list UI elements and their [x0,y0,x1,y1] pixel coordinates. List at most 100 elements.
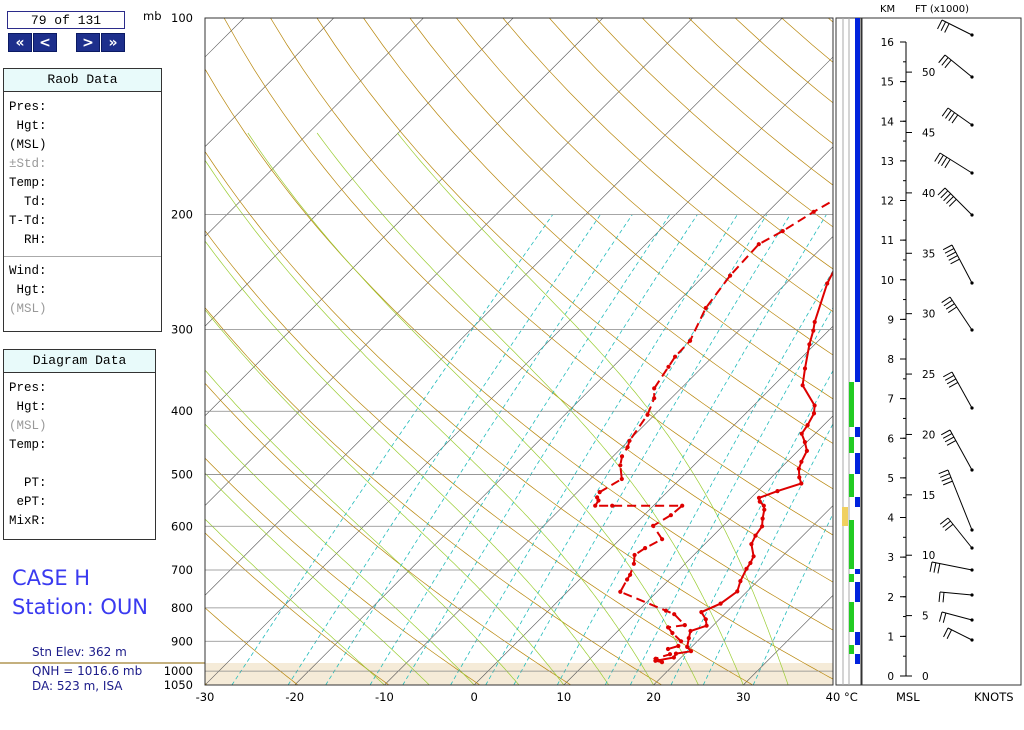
wind-barb-flag [941,107,949,117]
km-tick-label: 3 [887,552,894,564]
panel-field-label: MixR: [9,514,47,528]
raob-data-title: Raob Data [4,69,161,92]
first-sounding-button[interactable]: « [8,33,32,52]
cloud-layer-segment [849,437,854,453]
temperature-profile-line[interactable] [655,18,1024,664]
wind-barb [943,371,974,410]
mixing-ratio-line [485,214,768,685]
cloud-layer-segment [855,18,860,382]
moist-adiabat-line [397,132,789,685]
temperature-data-point [775,489,780,494]
wind-barb-flag [944,436,955,443]
wind-barb-flag [938,591,941,603]
dewpoint-data-point [619,476,624,482]
wind-barb-flag [948,198,957,207]
last-sounding-button[interactable]: » [101,33,125,52]
dewpoint-data-point [625,577,630,582]
km-tick-label: 4 [887,513,894,525]
wind-barb-base [970,546,974,550]
dry-adiabat-line [205,382,572,685]
dry-adiabat-line [502,18,833,313]
cloud-layer-segment [849,574,854,582]
dewpoint-data-point [780,229,785,234]
wind-barb-staff [931,561,973,571]
temperature-data-point [756,495,762,500]
isotherm-line [923,18,1024,685]
wind-barb-staff [951,244,973,284]
mixing-ratio-line [670,369,833,685]
wind-barb-flag [941,476,952,482]
wind-barb-flag [951,114,959,124]
previous-sounding-button[interactable]: < [33,33,57,52]
wind-barb-staff [944,187,973,216]
cloud-layer-segment [855,427,860,437]
panel-field-label: Pres: [9,381,47,395]
dewpoint-data-point [610,503,615,508]
pressure-tick-label: 500 [171,468,193,482]
ft-tick-label: 10 [922,550,935,562]
temperature-tick-label: -10 [375,690,394,704]
dry-adiabat-line [205,307,662,685]
wind-barb [934,152,974,175]
plot-frame [204,17,834,686]
dewpoint-profile-line[interactable] [593,18,1024,663]
km-tick-label: 9 [887,314,894,326]
wind-barb-flag [948,255,958,261]
wind-barb-base [970,75,974,79]
wind-barb-flag [946,629,953,639]
altitude-panel-frame [861,17,1022,686]
wind-barb-flag [940,21,947,31]
km-tick-label: 5 [887,473,894,485]
temperature-tick-label: 20 [646,690,661,704]
cloud-layer-segment [849,602,854,632]
temperature-data-point [744,566,749,571]
wind-barb-flag [933,562,937,573]
dry-adiabat-line [734,18,833,104]
km-tick-label: 12 [881,196,894,208]
cloud-layer-segment [855,497,860,507]
isotherm-line [205,18,424,237]
cloud-layer-segment [849,474,854,497]
dewpoint-data-point [663,608,669,613]
next-sounding-button[interactable]: > [76,33,100,52]
wind-barb-flag [944,523,954,531]
temperature-data-point [802,440,808,445]
dewpoint-data-point [619,454,625,459]
mixing-ratio-line [702,423,833,685]
panel-field-label: RH: [9,233,47,247]
wind-barb-flag [948,382,959,388]
mixing-ratio-line [450,214,738,685]
cloud-layer-segment [849,520,854,569]
ft-tick-label: 20 [922,429,935,441]
dewpoint-data-point [628,572,633,577]
moist-adiabat-line [205,369,520,685]
dewpoint-data-point [651,523,656,528]
temperature-data-point [887,224,891,228]
altitude-ft-header: FT (x1000) [915,4,969,15]
wind-barb-flag [948,112,955,122]
temperature-data-point [811,411,817,416]
dewpoint-data-point [652,396,657,401]
msl-label: MSL [896,690,920,704]
dry-adiabat-line [205,457,481,685]
wind-barb-staff [947,469,973,531]
wind-barb-flag [937,19,943,30]
moist-adiabat-line [316,132,744,685]
moist-adiabat-line [205,240,609,685]
temperature-data-point [802,366,808,371]
temperature-data-point [797,475,802,480]
panel-field-label: Temp: [9,176,47,190]
ft-tick-label: 5 [922,611,929,623]
isotherm-line [384,236,833,685]
moist-adiabat-line [205,472,430,685]
wind-barb-flag [940,473,950,478]
isotherm-line [563,415,833,685]
wind-barb-flag [942,592,945,603]
mixing-ratio-line [369,214,671,685]
wind-barb-flag [942,244,953,251]
pressure-tick-label: 200 [171,208,193,222]
km-tick-label: 2 [887,592,894,604]
below-ground-area [205,663,833,685]
dry-adiabat-line [205,607,299,685]
